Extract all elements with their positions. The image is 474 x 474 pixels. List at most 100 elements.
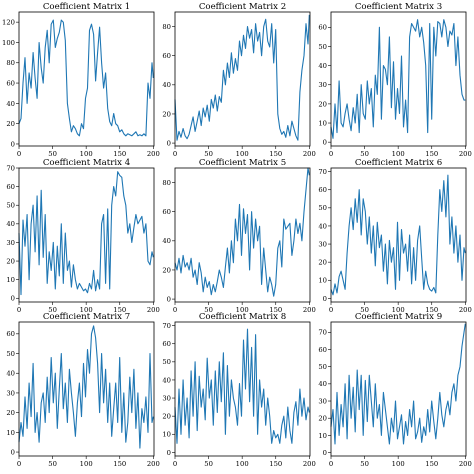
subplot-4-y-tick-label: 30 (6, 239, 15, 247)
subplot-8-y-tick-label: 20 (162, 413, 171, 421)
subplot-3-x-tick-label: 0 (329, 150, 333, 158)
subplot-7-x-tick-label: 50 (48, 460, 57, 468)
subplot-1-frame (18, 11, 155, 147)
subplot-6-y-tick-label: 10 (318, 277, 327, 285)
subplot-6-y-tick-label: 30 (318, 240, 327, 248)
subplot-6-title: Coefficient Matrix 6 (355, 158, 442, 168)
subplot-3-y-tick-label: 40 (318, 62, 327, 70)
subplot-4-x-tick-label: 200 (147, 306, 160, 314)
subplot-2: Coefficient Matrix 2 0 50 100 150 200 0 20 40 60 8… (162, 2, 315, 158)
subplot-4-y-tick-label: 40 (6, 220, 15, 228)
subplot-4-y-tick-label: 50 (6, 202, 15, 210)
subplot-7: Coefficient Matrix 7 0 50 100 150 200 0 10 20 30 4… (6, 312, 159, 468)
subplot-6-series-line (330, 174, 466, 296)
subplot-9-x-tick-label: 150 (425, 460, 438, 468)
subplot-3-x-tick-label: 200 (459, 150, 472, 158)
subplot-4-title: Coefficient Matrix 4 (43, 158, 131, 168)
subplot-9-frame (330, 321, 467, 457)
subplot-4-y-tick-label: 70 (6, 164, 15, 172)
subplot-2-x-tick-label: 150 (269, 150, 282, 158)
subplot-1-series-line (18, 19, 154, 137)
subplot-5-y-tick-label: 60 (162, 208, 171, 216)
subplot-8-y-tick-label: 50 (162, 358, 171, 366)
subplot-1-y-tick-label: 0 (11, 140, 15, 148)
subplot-9-y-tick-label: 30 (318, 397, 327, 405)
subplot-3-y-tick-label: 20 (318, 100, 327, 108)
subplot-8-series-line (174, 328, 310, 444)
subplot-6-y-tick-label: 0 (323, 295, 327, 303)
subplot-2-x-tick-label: 0 (173, 150, 177, 158)
subplot-3-y-tick-label: 10 (318, 119, 327, 127)
subplot-9-series-line (330, 323, 466, 445)
subplot-7-y-tick-label: 30 (6, 389, 15, 397)
subplot-9-y-tick-label: 0 (323, 449, 327, 457)
subplot-1-title: Coefficient Matrix 1 (43, 2, 130, 12)
subplot-6-frame (330, 167, 467, 303)
subplot-7-series-line (18, 325, 154, 449)
subplot-5-y-tick-label: 80 (162, 179, 171, 187)
subplot-4-x-tick-label: 150 (113, 306, 126, 314)
subplot-5-frame (174, 167, 311, 303)
subplot-3-x-tick-label: 100 (392, 150, 405, 158)
subplot-8-title: Coefficient Matrix 8 (199, 312, 286, 322)
subplot-8-y-tick-label: 30 (162, 394, 171, 402)
subplot-6-x-tick-label: 0 (329, 306, 333, 314)
subplot-5-x-tick-label: 50 (204, 306, 213, 314)
subplot-8-x-tick-label: 50 (204, 460, 213, 468)
subplot-1-x-tick-label: 200 (147, 150, 160, 158)
subplot-1-y-tick-label: 20 (6, 120, 15, 128)
subplot-7-frame (18, 321, 155, 457)
subplot-9-y-tick-label: 40 (318, 380, 327, 388)
subplot-3-title: Coefficient Matrix 3 (355, 2, 442, 12)
subplot-4-frame (18, 167, 155, 303)
subplot-4-x-tick-label: 100 (80, 306, 93, 314)
subplot-5-y-tick-label: 40 (162, 237, 171, 245)
subplot-3-y-tick-label: 0 (323, 139, 327, 147)
subplot-5-x-tick-label: 200 (303, 306, 316, 314)
subplot-3: Coefficient Matrix 3 0 50 100 150 200 0 10 20 30 4… (318, 2, 471, 158)
subplot-9-x-tick-label: 200 (459, 460, 472, 468)
subplot-9-x-tick-label: 50 (360, 460, 369, 468)
subplot-4-y-tick-label: 10 (6, 276, 15, 284)
subplot-1-x-tick-label: 100 (80, 150, 93, 158)
subplot-8-y-tick-label: 40 (162, 376, 171, 384)
subplot-8-y-tick-label: 70 (162, 322, 171, 330)
subplot-3-frame (330, 11, 467, 147)
subplot-9-x-tick-label: 100 (392, 460, 405, 468)
subplot-7-y-tick-label: 20 (6, 409, 15, 417)
subplot-4-y-tick-label: 60 (6, 183, 15, 191)
subplot-7-y-tick-label: 0 (11, 448, 15, 456)
subplot-1: Coefficient Matrix 1 0 50 100 150 200 0 20 40 60 8… (2, 2, 160, 158)
subplot-5-x-tick-label: 0 (173, 306, 177, 314)
subplot-2-frame (174, 11, 311, 147)
subplot-3-x-tick-label: 50 (360, 150, 369, 158)
subplot-7-x-tick-label: 200 (147, 460, 160, 468)
subplot-2-x-tick-label: 50 (204, 150, 213, 158)
subplot-9-y-tick-label: 70 (318, 329, 327, 337)
subplot-1-y-tick-label: 60 (6, 79, 15, 87)
subplot-1-y-tick-label: 40 (6, 100, 15, 108)
subplot-9: Coefficient Matrix 9 0 50 100 150 200 0 10 20 30 4… (318, 312, 471, 468)
subplot-2-y-tick-label: 60 (162, 52, 171, 60)
subplot-9-y-tick-label: 10 (318, 432, 327, 440)
subplot-2-x-tick-label: 200 (303, 150, 316, 158)
subplot-7-title: Coefficient Matrix 7 (43, 312, 130, 322)
subplot-5: Coefficient Matrix 5 0 50 100 150 200 0 20 40 60 8… (162, 158, 315, 314)
subplot-9-x-tick-label: 0 (329, 460, 333, 468)
subplot-1-x-tick-label: 0 (17, 150, 21, 158)
subplot-8-x-tick-label: 0 (173, 460, 177, 468)
subplot-3-y-tick-label: 30 (318, 81, 327, 89)
subplot-1-x-tick-label: 150 (113, 150, 126, 158)
subplot-8-frame (174, 321, 311, 457)
subplot-6-x-tick-label: 100 (392, 306, 405, 314)
subplot-2-y-tick-label: 80 (162, 23, 171, 31)
subplot-2-y-tick-label: 40 (162, 81, 171, 89)
subplot-5-x-tick-label: 150 (269, 306, 282, 314)
subplot-1-y-tick-label: 80 (6, 59, 15, 67)
subplot-6: Coefficient Matrix 6 0 50 100 150 200 0 10 20 30 4… (318, 158, 471, 314)
subplot-8: Coefficient Matrix 8 0 50 100 150 200 0 10 20 30 4… (162, 312, 315, 468)
subplot-7-y-tick-label: 10 (6, 429, 15, 437)
subplot-5-x-tick-label: 100 (236, 306, 249, 314)
subplot-4-y-tick-label: 20 (6, 257, 15, 265)
